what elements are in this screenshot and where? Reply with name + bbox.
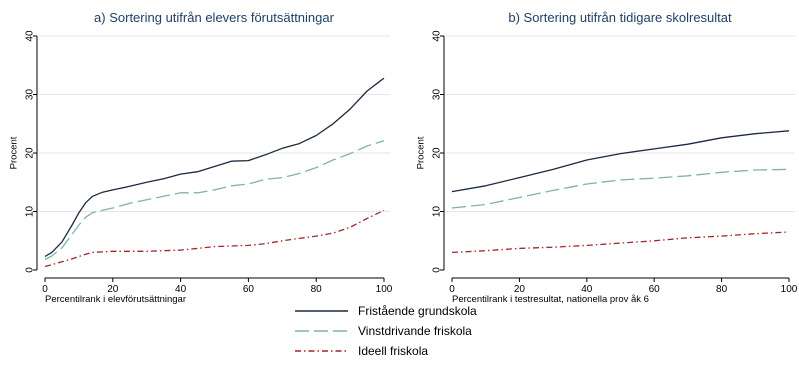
- x-tick-label: 40: [175, 284, 187, 295]
- series-line-ideell-friskola: [44, 209, 385, 268]
- x-tick-label: 0: [42, 284, 48, 295]
- y-tick-label: 0: [25, 267, 36, 273]
- chart-panel-a: a) Sortering utifrån elevers förutsättni…: [9, 10, 393, 305]
- legend: Fristående grundskola Vinstdrivande frisk…: [295, 304, 477, 358]
- y-tick-label: 30: [25, 89, 36, 101]
- legend-label: Vinstdrivande friskola: [358, 324, 472, 338]
- chart-panel-b: b) Sortering utifrån tidigare skolresult…: [416, 10, 798, 305]
- series-line-vinstdrivande-friskola: [451, 168, 790, 209]
- y-axis-label: Procent: [416, 136, 427, 169]
- series-line-frist-ende-grundskola: [44, 77, 385, 258]
- x-axis-label: Percentilrank i testresultat, nationella…: [452, 294, 649, 305]
- x-tick-label: 100: [376, 284, 393, 295]
- x-tick-label: 60: [649, 284, 661, 295]
- chart-title: b) Sortering utifrån tidigare skolresult…: [508, 10, 732, 25]
- y-tick-label: 20: [25, 147, 36, 159]
- x-tick-label: 0: [449, 284, 455, 295]
- y-tick-label: 40: [432, 30, 443, 42]
- y-tick-label: 20: [432, 147, 443, 159]
- legend-label: Ideell friskola: [358, 344, 428, 358]
- chart-title: a) Sortering utifrån elevers förutsättni…: [94, 10, 335, 25]
- x-tick-label: 40: [581, 284, 593, 295]
- series-line-vinstdrivande-friskola: [44, 140, 385, 261]
- x-tick-label: 80: [716, 284, 728, 295]
- y-tick-label: 10: [25, 206, 36, 218]
- y-tick-label: 0: [432, 267, 443, 273]
- x-tick-label: 60: [243, 284, 255, 295]
- x-tick-label: 20: [107, 284, 119, 295]
- x-tick-label: 100: [781, 284, 798, 295]
- y-tick-label: 40: [25, 30, 36, 42]
- x-axis-label: Percentilrank i elevförutsättningar: [45, 294, 186, 305]
- y-tick-label: 10: [432, 206, 443, 218]
- y-tick-label: 30: [432, 89, 443, 101]
- legend-label: Fristående grundskola: [358, 304, 477, 318]
- x-tick-label: 20: [514, 284, 526, 295]
- y-axis-label: Procent: [9, 136, 20, 169]
- series-line-ideell-friskola: [451, 231, 790, 254]
- x-tick-label: 80: [311, 284, 323, 295]
- series-line-frist-ende-grundskola: [451, 130, 790, 193]
